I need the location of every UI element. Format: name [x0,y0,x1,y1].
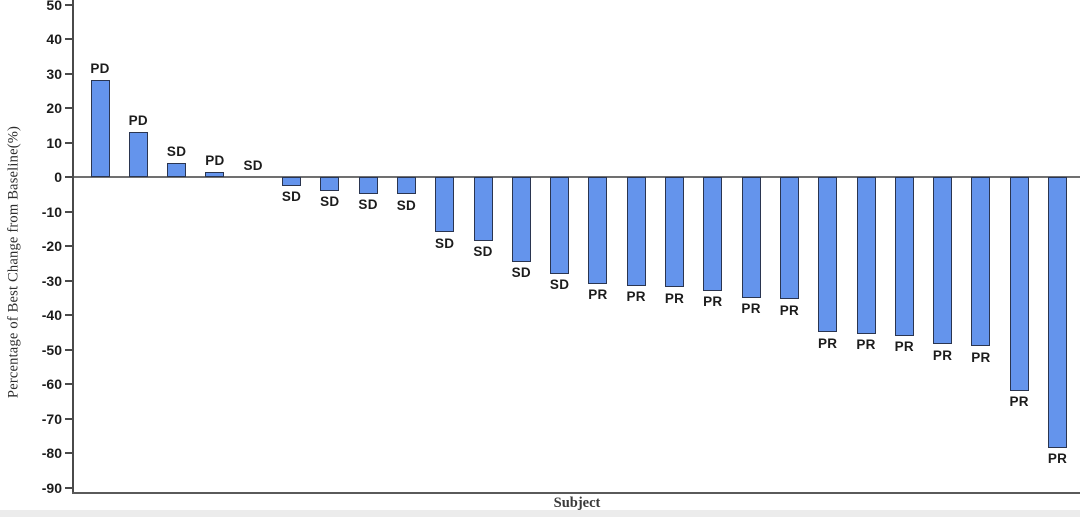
bar [703,177,723,291]
bar [282,177,301,186]
bar [435,177,455,233]
bar-label: PD [205,152,225,168]
bar [1009,177,1029,391]
y-tick-mark [65,245,74,247]
bar [128,132,148,177]
bar-label: PR [971,349,991,365]
y-tick-label: -50 [41,341,62,358]
y-tick-label: -70 [41,410,62,427]
bar [358,177,378,194]
bar [1048,177,1067,448]
y-tick-mark [65,107,74,109]
bar [818,177,838,333]
bar-label: PR [779,302,800,318]
bar-label: PD [128,113,148,129]
bar [971,177,991,347]
y-tick-mark [65,176,74,178]
bar-label: SD [511,265,531,281]
bar-label: PR [818,335,838,351]
bar-label: PR [1009,394,1029,410]
bar [588,177,608,284]
bar [665,177,684,288]
page-edge-strip [0,510,1080,517]
x-axis-line [72,492,1080,494]
bar-label: SD [435,235,455,251]
y-tick-label: 50 [46,0,62,13]
bar-label: SD [358,197,378,213]
bar [90,80,110,177]
bar-label: PR [856,337,876,353]
bar [396,177,416,195]
bar-label: SD [320,194,340,210]
y-tick-label: -80 [41,445,62,461]
bar-label: SD [281,189,302,205]
bar [550,177,570,274]
y-tick-mark [65,210,74,213]
bar [205,171,225,177]
bar-label: SD [166,144,187,160]
bar-label: PR [894,339,914,355]
bar [320,177,340,191]
zero-line [74,176,1080,178]
y-tick-mark [65,417,74,420]
y-tick-mark [65,279,74,282]
y-tick-mark [65,383,74,385]
bar-label: SD [549,277,570,293]
bar-label: SD [396,197,417,213]
y-tick-mark [65,38,74,40]
bar [741,177,761,298]
y-tick-label: -10 [41,203,62,220]
bar-label: PD [90,61,110,77]
bar-label: SD [473,244,493,260]
bar [473,177,493,241]
bar-label: PR [588,287,608,303]
y-tick-mark [65,348,74,351]
bar-label: PR [932,347,953,363]
bar [856,177,876,334]
y-tick-mark [65,72,74,75]
y-tick-label: -90 [41,479,62,496]
bar [511,177,531,262]
y-tick-label: 0 [54,169,62,185]
bar-label: PR [1047,451,1068,467]
y-tick-label: -60 [41,376,62,392]
x-axis-title: Subject [553,495,601,511]
y-tick-label: 30 [46,65,62,82]
bar [933,177,953,345]
y-tick-label: -30 [41,272,62,289]
bar-label: PR [626,289,646,305]
y-tick-label: -20 [41,238,62,254]
bar-label: SD [243,158,263,173]
bar [894,177,914,336]
y-tick-label: 10 [46,134,62,151]
y-tick-label: 40 [46,31,62,47]
bar-label: PR [664,290,685,306]
y-tick-mark [65,3,74,6]
bar [167,163,187,177]
y-axis-line [72,0,74,494]
y-tick-label: 20 [46,100,62,116]
bar [626,177,646,286]
y-tick-label: -40 [41,307,62,323]
bar [779,177,799,300]
y-tick-mark [65,486,74,489]
bar-label: PR [703,294,723,310]
y-tick-mark [65,141,74,144]
y-tick-mark [65,452,74,454]
bar-label: PR [741,301,761,317]
y-tick-mark [65,314,74,316]
